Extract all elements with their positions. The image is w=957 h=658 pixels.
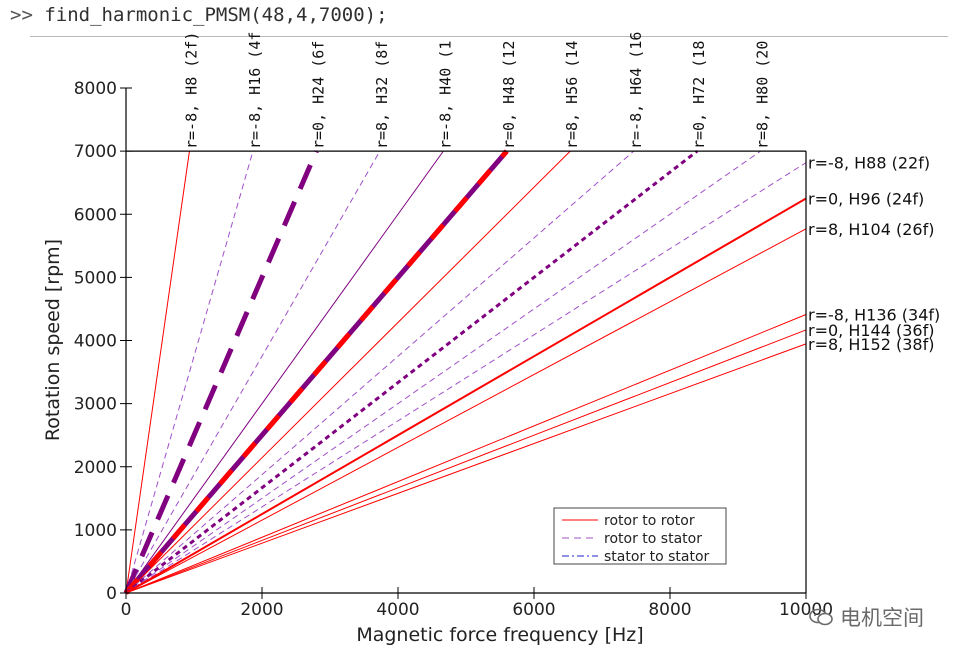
series-line xyxy=(125,150,254,594)
series-top-label: r=-8, H40 (1 xyxy=(436,41,454,149)
watermark: 电机空间 xyxy=(808,602,924,632)
series-line-path xyxy=(125,343,807,594)
y-tick-label: 8000 xyxy=(74,79,117,99)
y-tick-label: 2000 xyxy=(74,458,117,478)
series-line xyxy=(125,150,635,594)
legend-label: rotor to stator xyxy=(604,531,702,547)
series-line xyxy=(125,149,699,595)
y-tick-label: 4000 xyxy=(74,332,117,352)
series-right-label: r=8, H104 (26f) xyxy=(808,220,934,239)
series-line-path xyxy=(125,150,635,594)
series-line-path xyxy=(125,228,807,594)
x-tick-label: 2000 xyxy=(240,600,283,620)
series-line xyxy=(125,329,807,594)
x-tick-label: 4000 xyxy=(376,600,419,620)
axes xyxy=(125,88,807,594)
series-top-label: r=8, H32 (8f xyxy=(373,41,391,149)
legend-box xyxy=(553,507,727,565)
y-axis-title: Rotation speed [rpm] xyxy=(42,239,64,441)
right-labels: r=-8, H88 (22f) r=0, H96 (24f) r=8, H104 (… xyxy=(808,154,940,354)
top-labels: r=-8, H8 (2f) r=-8, H16 (4f r=0, H24 (6f r=… xyxy=(182,32,771,149)
series-line-path xyxy=(125,197,807,594)
series-top-label: r=-8, H8 (2f) xyxy=(182,32,200,149)
y-tick-label: 7000 xyxy=(74,142,117,162)
series-line-path xyxy=(125,150,444,594)
series-line-path xyxy=(125,150,381,594)
series-top-label: r=8, H80 (20 xyxy=(754,41,772,149)
series-line xyxy=(125,228,807,594)
series-group xyxy=(123,149,807,595)
command-text: find_harmonic_PMSM(48,4,7000); xyxy=(44,4,388,26)
series-line xyxy=(124,149,509,595)
series-line-path xyxy=(125,150,254,594)
series-top-label: r=0, H72 (18 xyxy=(690,41,708,149)
series-line xyxy=(125,314,807,594)
series-line-path xyxy=(125,151,190,594)
y-tick-label: 0 xyxy=(106,584,117,604)
y-tick-label: 1000 xyxy=(74,521,117,541)
y-tick-label: 3000 xyxy=(74,395,117,415)
series-right-label: r=-8, H88 (22f) xyxy=(808,154,930,173)
series-top-label: r=8, H56 (14 xyxy=(563,41,581,149)
series-line-overlay xyxy=(124,149,509,595)
series-line-path xyxy=(125,149,699,595)
command-prompt: >> xyxy=(10,4,33,26)
series-line xyxy=(125,151,190,594)
series-top-label: r=-8, H64 (16 xyxy=(627,32,645,149)
x-tick-label: 0 xyxy=(121,600,132,620)
series-line xyxy=(125,150,444,594)
series-line-path xyxy=(123,150,319,594)
series-right-label: r=-8, H136 (34f) xyxy=(808,305,940,324)
series-line-path xyxy=(125,329,807,594)
series-top-label: r=0, H48 (12 xyxy=(500,41,518,149)
command-line[interactable]: >> find_harmonic_PMSM(48,4,7000); xyxy=(10,4,388,26)
x-tick-label: 6000 xyxy=(512,600,555,620)
legend: rotor to rotor rotor to stator stator to s… xyxy=(553,507,727,565)
wechat-icon xyxy=(809,608,833,626)
series-right-label: r=0, H144 (36f) xyxy=(808,321,934,340)
legend-label: stator to stator xyxy=(604,549,710,565)
series-top-label: r=-8, H16 (4f xyxy=(246,32,264,149)
command-divider xyxy=(30,36,948,37)
series-line xyxy=(125,150,381,594)
series-line-path xyxy=(125,162,807,594)
series-line-path xyxy=(125,150,571,594)
watermark-text: 电机空间 xyxy=(840,606,924,630)
series-top-label: r=0, H24 (6f xyxy=(309,41,327,149)
y-tick-label: 5000 xyxy=(74,268,117,288)
series-line xyxy=(125,150,571,594)
x-axis-title: Magnetic force frequency [Hz] xyxy=(356,624,643,646)
x-tick-label: 8000 xyxy=(648,600,691,620)
series-line xyxy=(125,343,807,594)
series-right-label: r=0, H96 (24f) xyxy=(808,189,924,208)
series-line xyxy=(125,162,807,594)
series-line xyxy=(125,150,761,594)
ticks: 0 1000 2000 3000 4000 5000 6000 7000 8000 0 2000 40… xyxy=(74,79,833,620)
legend-label: rotor to rotor xyxy=(604,513,695,529)
series-line xyxy=(123,150,319,594)
series-line-path xyxy=(125,314,807,594)
y-tick-label: 6000 xyxy=(74,205,117,225)
series-line-path xyxy=(125,150,761,594)
series-right-label: r=8, H152 (38f) xyxy=(808,335,934,354)
series-line xyxy=(125,197,807,594)
